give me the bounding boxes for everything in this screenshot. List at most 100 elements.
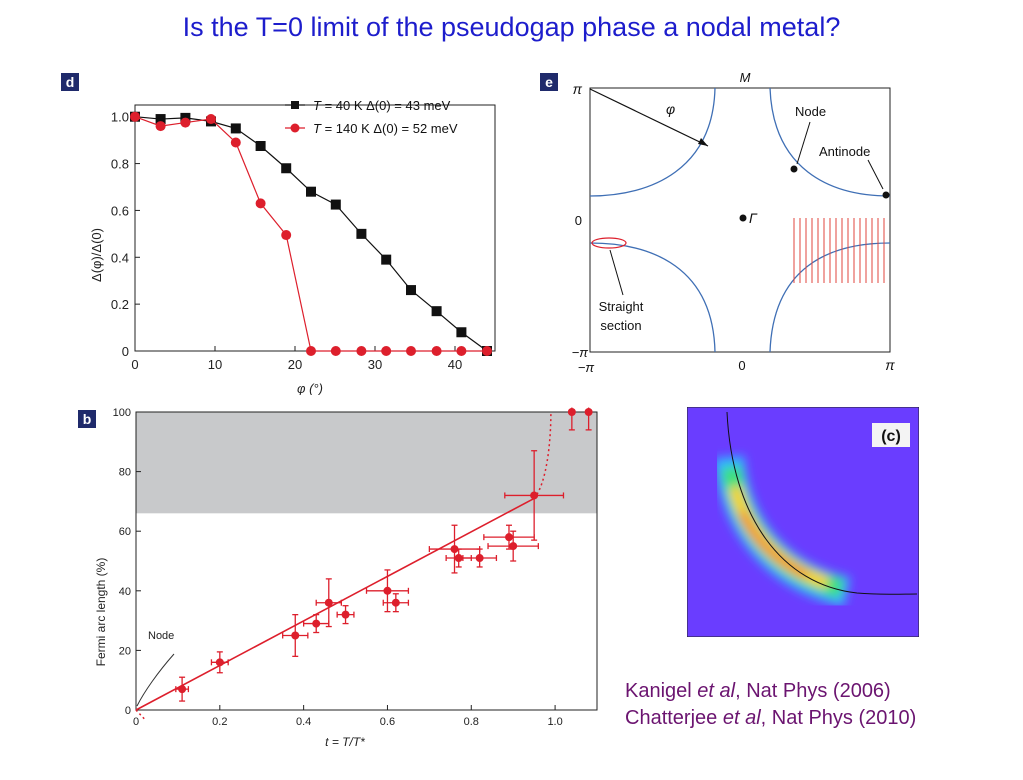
citation-block: Kanigel et al, Nat Phys (2006) Chatterje… <box>625 678 916 732</box>
panel-d-point-black <box>330 199 341 210</box>
panel-d-point-red <box>206 114 216 125</box>
panel-b-point <box>584 408 593 416</box>
panel-b-ytick-label: 20 <box>119 645 131 657</box>
straight-pointer <box>609 249 624 296</box>
ytick-0: 0 <box>575 213 582 228</box>
panel-b-point <box>178 685 187 694</box>
panel-d-xaxis-label: φ (°) <box>297 381 323 395</box>
panel-d-xtick-label: 40 <box>448 357 462 372</box>
panel-d-point-red <box>180 117 191 128</box>
panel-d-xtick-label: 30 <box>368 357 382 372</box>
panel-b-point <box>324 598 333 607</box>
phi-label: φ <box>666 101 675 117</box>
panel-d-point-black <box>456 327 467 338</box>
panel-b-yaxis-label: Fermi arc length (%) <box>94 558 108 667</box>
panel-d-point-black <box>356 228 367 239</box>
phi-arrow <box>589 88 709 147</box>
contour-top-right <box>769 87 891 197</box>
panel-b-point <box>504 533 513 542</box>
gamma-label: Γ <box>749 210 758 226</box>
xtick-pi: π <box>885 357 895 373</box>
slide-title: Is the T=0 limit of the pseudogap phase … <box>182 12 841 42</box>
panel-d-point-black <box>281 163 292 174</box>
panel-e-brillouin-zone: e M π 0 −π −π 0 π φ Node Antinode Γ Stra… <box>540 70 895 375</box>
panel-d-ytick-label: 0 <box>122 344 129 359</box>
panel-b-point <box>215 658 224 667</box>
panel-d-yaxis-label: Δ(φ)/Δ(0) <box>89 228 104 282</box>
panel-d-xtick-label: 10 <box>208 357 222 372</box>
fermi-surface-curve <box>726 411 918 595</box>
panel-b-xtick-label: 0 <box>133 716 139 728</box>
panel-d-xtick-label: 20 <box>288 357 302 372</box>
panel-d-label-box <box>61 73 79 91</box>
panel-d-xtick-label: 0 <box>131 357 138 372</box>
panel-d-point-black <box>381 254 392 265</box>
panel-b-ytick-label: 0 <box>125 705 131 717</box>
panel-b-point <box>509 542 518 551</box>
panel-d-point-red <box>330 346 341 356</box>
panel-d-point-red <box>306 346 316 356</box>
straight-label-line2: section <box>600 318 641 333</box>
panel-d-point-red <box>155 121 166 132</box>
panel-d-gap-chart: d 0 10 20 30 40 0 0.2 0.4 0.6 0.8 1.0 Δ(φ)/Δ(0) φ … <box>61 73 496 395</box>
panel-b-point <box>312 619 321 628</box>
panel-b-xtick-label: 1.0 <box>547 716 562 728</box>
panel-b-extrapolation-origin <box>135 709 145 720</box>
panel-d-point-red <box>281 230 292 241</box>
panel-c-label: (c) <box>881 428 901 445</box>
legend-entry-140k: T = 140 K Δ(0) = 52 meV <box>313 121 458 136</box>
panel-b-xtick-label: 0.4 <box>296 716 311 728</box>
panel-b-xtick-label: 0.8 <box>464 716 479 728</box>
panel-d-ytick-label: 0.8 <box>111 157 129 172</box>
panel-b-ytick-label: 80 <box>119 467 131 479</box>
zone-frame <box>589 87 891 353</box>
legend-marker-red <box>290 123 300 133</box>
panel-b-point <box>454 554 463 563</box>
antinode-point <box>882 191 890 199</box>
straight-section-marker <box>591 237 627 249</box>
panel-b-point <box>450 545 459 554</box>
node-point <box>790 165 798 173</box>
ytick-pi: π <box>573 81 583 97</box>
panel-b-label: b <box>83 411 92 427</box>
panel-d-ytick-label: 0.2 <box>111 297 129 312</box>
panel-b-point <box>341 610 350 619</box>
panel-d-ytick-label: 1.0 <box>111 110 129 125</box>
gamma-point <box>739 214 747 222</box>
contour-bottom-right <box>769 242 891 353</box>
panel-d-point-black <box>431 306 442 317</box>
panel-b-xtick-label: 0.6 <box>380 716 395 728</box>
panel-b-extrapolation <box>533 411 552 499</box>
panel-c-arpes-map: (c) <box>687 407 919 637</box>
panel-d-point-red <box>406 346 416 356</box>
legend-entry-40k: T = 40 K Δ(0) = 43 meV <box>313 98 451 113</box>
panel-d-point-black <box>155 114 166 125</box>
panel-b-ytick-label: 40 <box>119 586 131 598</box>
panel-d-point-red <box>130 111 140 122</box>
panel-c-label-box <box>872 423 910 447</box>
panel-d-label: d <box>66 74 75 90</box>
xtick-0: 0 <box>738 358 745 373</box>
citation-line-2: Chatterjee et al, Nat Phys (2010) <box>625 707 917 729</box>
panel-d-point-black <box>255 141 266 151</box>
citation-line-1: Kanigel et al, Nat Phys (2006) <box>625 680 891 702</box>
contour-top-left <box>589 87 716 197</box>
panel-d-point-black <box>230 123 241 134</box>
ytick-minus-pi: −π <box>572 345 589 360</box>
panel-b-point <box>530 491 539 500</box>
antinode-label: Antinode <box>819 144 870 159</box>
panel-e-label-box <box>540 73 558 91</box>
phi-arrowhead <box>698 138 708 146</box>
panel-b-point <box>475 554 484 563</box>
panel-d-point-red <box>431 346 442 356</box>
panel-d-point-red <box>255 198 266 209</box>
panel-d-point-black <box>406 285 416 296</box>
panel-b-xtick-label: 0.2 <box>212 716 227 728</box>
panel-d-point-red <box>456 346 467 356</box>
panel-b-ytick-label: 100 <box>113 407 131 419</box>
panel-b-label-box <box>78 410 96 428</box>
panel-d-point-red <box>356 346 367 356</box>
panel-b-ytick-label: 60 <box>119 526 131 538</box>
panel-d-ytick-label: 0.4 <box>111 250 129 265</box>
panel-b-point <box>391 598 400 607</box>
